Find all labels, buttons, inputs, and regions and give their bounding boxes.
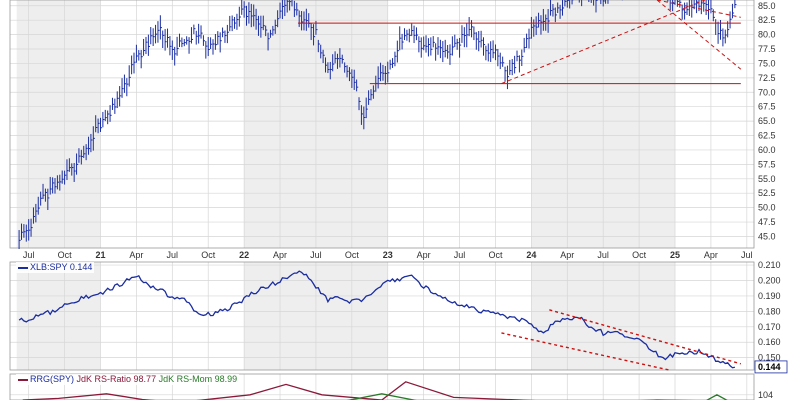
x-tick-label: Oct [345, 250, 360, 260]
rrg-legend-ratio: JdK RS-Ratio 98.77 [76, 374, 157, 384]
relative-strength-panel: 0.150 0.160 0.170 0.180 0.190 0.200 0.210 0.144 [9, 260, 788, 374]
y-tick-label: 57.5 [758, 159, 776, 169]
x-tick-label: Oct [58, 250, 73, 260]
x-tick-label: Apr [273, 250, 287, 260]
year-shade [16, 262, 101, 370]
y-tick-label: 0.160 [758, 337, 781, 347]
x-tick-label: Jul [23, 250, 35, 260]
y-tick-label: 0.150 [758, 353, 781, 363]
rrg-panel: 104 [9, 373, 773, 400]
x-tick-label: Jul [167, 250, 179, 260]
y-tick-label: 45.0 [758, 231, 776, 241]
y-tick-label: 0.170 [758, 322, 781, 332]
x-tick-label: 25 [670, 250, 680, 260]
x-tick-label: 24 [526, 250, 536, 260]
x-tick-label: 23 [383, 250, 393, 260]
x-tick-label: Jul [310, 250, 322, 260]
y-tick-label: 0.180 [758, 306, 781, 316]
rrg-legend: RRG(SPY) JdK RS-Ratio 98.77 JdK RS-Mom 9… [16, 374, 240, 385]
x-tick-label: Jul [741, 250, 753, 260]
rs-legend-label: XLB:SPY 0.144 [30, 262, 93, 272]
rs-value-tag [754, 360, 788, 374]
x-tick-label: 22 [239, 250, 249, 260]
x-tick-label: Jul [454, 250, 466, 260]
panel-frame [9, 0, 755, 249]
rrg-legend-mom: JdK RS-Mom 98.99 [158, 374, 238, 384]
y-tick-label: 75.0 [758, 58, 776, 68]
y-tick-label: 0.190 [758, 291, 781, 301]
y-tick-label: 77.5 [758, 44, 776, 54]
y-tick-label: 80.0 [758, 30, 776, 40]
y-tick-label: 62.5 [758, 131, 776, 141]
y-tick-label: 70.0 [758, 87, 776, 97]
y-tick-label: 50.0 [758, 203, 776, 213]
y-tick-label: 65.0 [758, 116, 776, 126]
y-tick-label: 60.0 [758, 145, 776, 155]
x-tick-label: Oct [632, 250, 647, 260]
x-tick-label: Apr [560, 250, 574, 260]
rs-value-tag-label: 0.144 [758, 362, 781, 372]
rs-ratio-line [22, 381, 696, 400]
falling-trendline [656, 0, 741, 18]
y-tick-label: 0.200 [758, 276, 781, 286]
rising-trendline [501, 0, 706, 85]
panel-frame [9, 261, 755, 371]
price-panel: 45.0 47.5 50.0 52.5 55.0 57.5 60.0 62.5 65.0 67.5… [9, 0, 776, 260]
channel-line-lower [501, 332, 670, 371]
x-tick-label: Jul [597, 250, 609, 260]
x-tick-label: Apr [704, 250, 718, 260]
year-shade [16, 0, 101, 248]
x-tick-label: Oct [488, 250, 503, 260]
rs-line [18, 270, 736, 369]
y-tick-label: 104 [758, 390, 773, 400]
panel-frame [9, 373, 755, 400]
rrg-legend-prefix: RRG(SPY) [30, 374, 75, 384]
y-tick-label: 55.0 [758, 174, 776, 184]
y-tick-label: 67.5 [758, 102, 776, 112]
rrg-legend-swatch [18, 378, 28, 381]
x-tick-label: Apr [417, 250, 431, 260]
x-tick-label: 21 [95, 250, 105, 260]
y-tick-label: 72.5 [758, 73, 776, 83]
y-tick-label: 82.5 [758, 15, 776, 25]
y-tick-label: 85.0 [758, 1, 776, 11]
x-tick-label: Apr [129, 250, 143, 260]
y-tick-label: 52.5 [758, 188, 776, 198]
rs-legend-swatch [18, 266, 28, 269]
rs-legend: XLB:SPY 0.144 [16, 262, 95, 273]
x-tick-label: Oct [201, 250, 216, 260]
y-tick-label: 0.210 [758, 260, 781, 270]
y-tick-label: 47.5 [758, 217, 776, 227]
